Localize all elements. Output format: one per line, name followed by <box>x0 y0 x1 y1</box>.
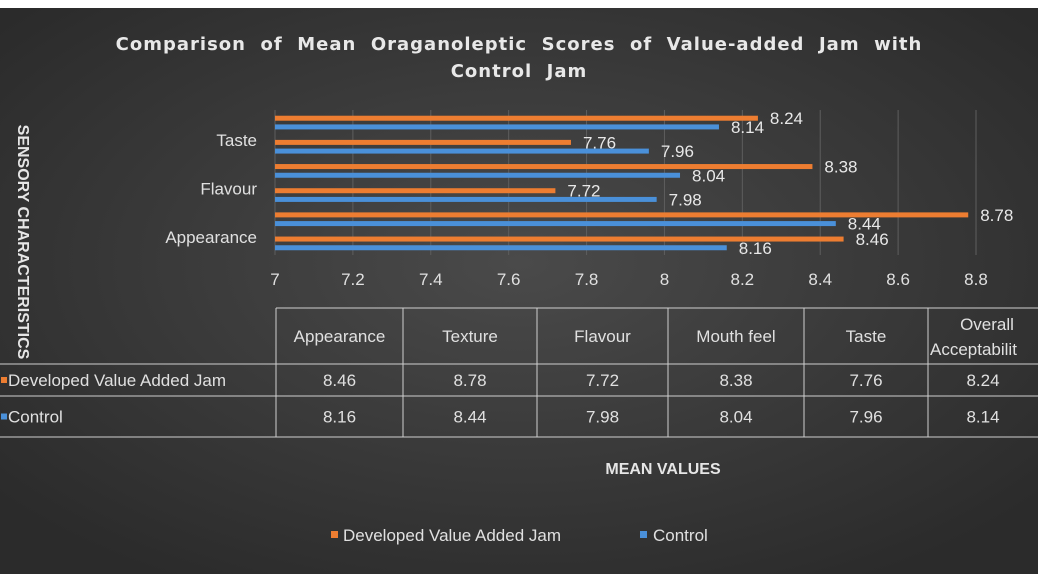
x-axis-ticks: 7 7.2 7.4 7.6 7.8 8 8.2 8.4 8.6 8.8 <box>270 270 988 289</box>
y-axis-title: SENSORY CHARACTERISTICS <box>14 125 31 360</box>
table-cell-1-1: 8.44 <box>453 408 486 427</box>
chart-title: Comparison of Mean Oraganoleptic Scores … <box>116 34 923 82</box>
chart-title-line-2: Control Jam <box>451 61 588 82</box>
legend: Developed Value Added Jam Control <box>331 526 708 545</box>
table-cell-1-3: 8.04 <box>719 408 752 427</box>
bar-developed-5 <box>275 115 758 121</box>
bar-developed-1 <box>275 212 969 218</box>
bar-control-0 <box>275 245 727 251</box>
table-header-3: Mouth feel <box>696 327 775 346</box>
data-label-control-1: 8.44 <box>848 215 881 234</box>
bar-developed-4 <box>275 139 571 145</box>
data-label-control-0: 8.16 <box>739 239 772 258</box>
table-header-1: Texture <box>442 327 498 346</box>
table-header-0: Appearance <box>294 327 386 346</box>
category-axis-labels: Appearance Flavour Taste <box>165 131 257 247</box>
data-labels: 8.46 8.16 8.78 8.44 7.72 7.98 8.38 8.04 7.76 7.96… <box>567 109 1013 258</box>
table-cell-0-2: 7.72 <box>586 371 619 390</box>
category-label-taste: Taste <box>216 131 257 150</box>
x-tick-label-1: 7.2 <box>341 270 365 289</box>
bars <box>275 115 969 251</box>
x-tick-label-6: 8.2 <box>731 270 755 289</box>
table-cell-1-4: 7.96 <box>849 408 882 427</box>
bar-developed-3 <box>275 164 813 170</box>
chart-background <box>0 8 1038 574</box>
x-axis-title: MEAN VALUES <box>605 461 721 478</box>
data-label-control-3: 8.04 <box>692 166 725 185</box>
table-cell-1-5: 8.14 <box>966 408 999 427</box>
bar-control-4 <box>275 148 649 154</box>
x-tick-label-2: 7.4 <box>419 270 443 289</box>
table-cell-0-4: 7.76 <box>849 371 882 390</box>
data-table: Appearance Texture Flavour Mouth feel Taste O… <box>0 307 1038 438</box>
x-tick-label-3: 7.6 <box>497 270 521 289</box>
data-label-developed-5: 8.24 <box>770 109 803 128</box>
legend-label-developed: Developed Value Added Jam <box>343 526 561 545</box>
x-tick-label-9: 8.8 <box>964 270 988 289</box>
data-label-control-2: 7.98 <box>669 190 702 209</box>
table-cell-1-2: 7.98 <box>586 408 619 427</box>
x-tick-label-7: 8.4 <box>808 270 832 289</box>
category-label-flavour: Flavour <box>200 180 257 199</box>
bar-developed-2 <box>275 188 556 194</box>
table-cell-1-0: 8.16 <box>323 408 356 427</box>
table-header-2: Flavour <box>574 327 631 346</box>
table-cell-0-0: 8.46 <box>323 371 356 390</box>
table-legend-key-0 <box>1 377 7 383</box>
bar-developed-0 <box>275 236 844 242</box>
table-row-label-1: Control <box>8 408 63 427</box>
bar-control-5 <box>275 124 719 130</box>
data-label-developed-2: 7.72 <box>567 182 600 201</box>
chart-title-line-1: Comparison of Mean Oraganoleptic Scores … <box>116 34 923 55</box>
data-label-developed-4: 7.76 <box>583 133 616 152</box>
data-label-control-5: 8.14 <box>731 118 764 137</box>
legend-label-control: Control <box>653 526 708 545</box>
bar-control-2 <box>275 196 657 202</box>
x-tick-label-5: 8 <box>660 270 669 289</box>
category-label-appearance: Appearance <box>165 228 257 247</box>
data-label-developed-0: 8.46 <box>856 230 889 249</box>
bar-control-3 <box>275 172 681 178</box>
table-legend-key-1 <box>1 413 7 420</box>
table-row-label-0: Developed Value Added Jam <box>8 371 226 390</box>
x-tick-label-8: 8.6 <box>886 270 910 289</box>
table-header-overall-line2: Acceptabilit <box>930 340 1017 359</box>
data-label-developed-1: 8.78 <box>980 206 1013 225</box>
bar-control-1 <box>275 221 836 227</box>
table-cell-0-3: 8.38 <box>719 371 752 390</box>
legend-key-developed <box>331 531 338 538</box>
x-tick-label-4: 7.8 <box>575 270 599 289</box>
table-cell-0-5: 8.24 <box>966 371 999 390</box>
gridlines <box>274 110 977 255</box>
legend-key-control <box>640 531 647 538</box>
table-header-4: Taste <box>846 327 887 346</box>
data-label-control-4: 7.96 <box>661 142 694 161</box>
table-header-overall-line1: Overall <box>960 315 1014 334</box>
table-cell-0-1: 8.78 <box>453 371 486 390</box>
data-label-developed-3: 8.38 <box>824 158 857 177</box>
x-tick-label-0: 7 <box>270 270 279 289</box>
